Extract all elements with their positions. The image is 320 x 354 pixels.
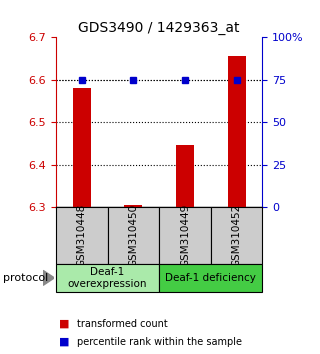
- Bar: [228, 56, 246, 207]
- Text: GSM310450: GSM310450: [128, 204, 139, 267]
- Text: protocol: protocol: [3, 273, 48, 283]
- Bar: [159, 264, 262, 292]
- Bar: [108, 207, 159, 264]
- Text: ■: ■: [59, 337, 70, 347]
- Bar: [56, 264, 159, 292]
- Title: GDS3490 / 1429363_at: GDS3490 / 1429363_at: [78, 21, 240, 35]
- Polygon shape: [43, 270, 54, 285]
- Bar: [56, 207, 108, 264]
- Text: Deaf-1
overexpression: Deaf-1 overexpression: [68, 267, 147, 289]
- Bar: [176, 145, 194, 207]
- Bar: [159, 207, 211, 264]
- Text: transformed count: transformed count: [77, 319, 168, 329]
- Text: GSM310452: GSM310452: [232, 204, 242, 267]
- Bar: [73, 88, 91, 207]
- Text: GSM310449: GSM310449: [180, 204, 190, 267]
- Text: Deaf-1 deficiency: Deaf-1 deficiency: [165, 273, 256, 283]
- Text: ■: ■: [59, 319, 70, 329]
- Text: percentile rank within the sample: percentile rank within the sample: [77, 337, 242, 347]
- Bar: [124, 205, 142, 207]
- Text: GSM310448: GSM310448: [77, 204, 87, 267]
- Bar: [211, 207, 262, 264]
